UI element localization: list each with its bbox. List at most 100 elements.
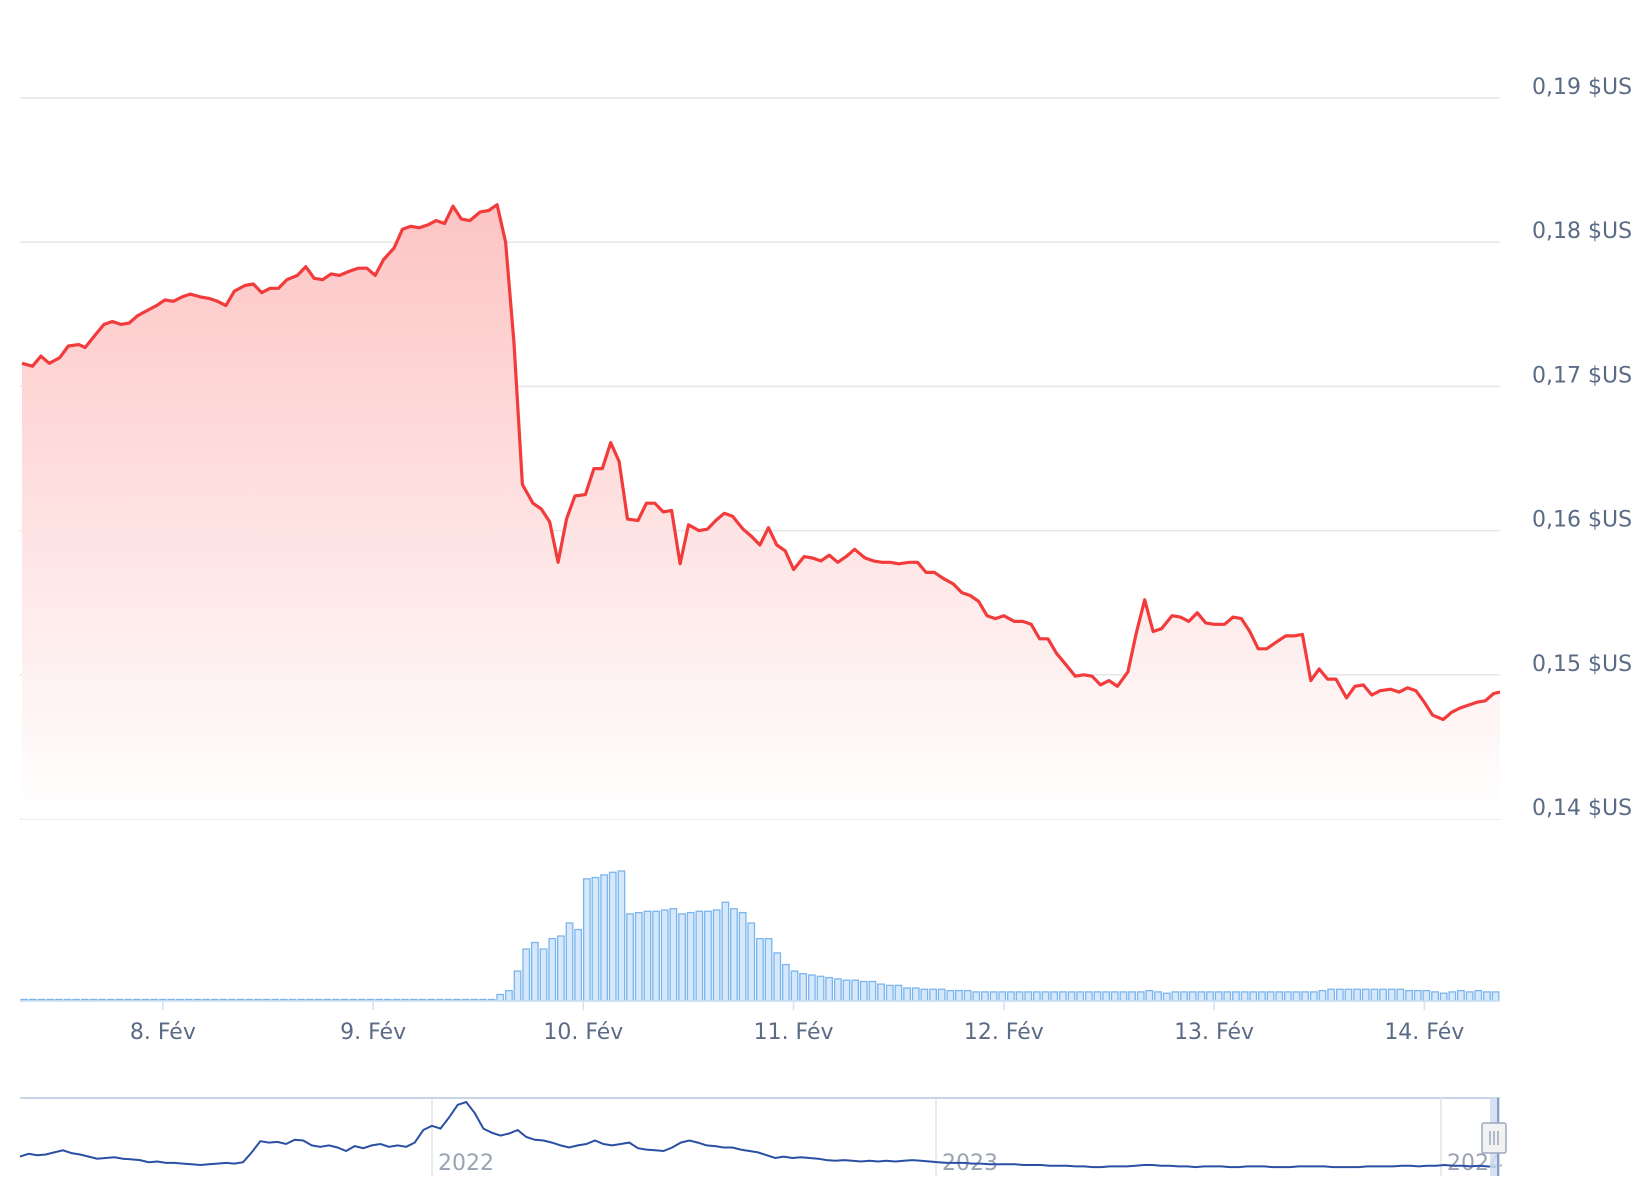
y-tick-label: 0,15 $US (1532, 652, 1632, 677)
volume-bar (556, 935, 565, 1002)
volume-bar (660, 909, 669, 1002)
volume-bar (704, 910, 712, 1002)
volume-bar (1007, 991, 1015, 1002)
volume-bar (1197, 991, 1206, 1002)
volume-bar (513, 970, 522, 1002)
volume-bar (1465, 991, 1474, 1002)
volume-bar (764, 937, 773, 1002)
price-area-fill (22, 204, 1500, 819)
y-tick-label: 0,18 $US (1532, 219, 1632, 244)
navigator-year-gridlines: 2022 2023 2024 (431, 1098, 1503, 1176)
volume-bar (1266, 991, 1275, 1002)
volume-bar (1491, 991, 1500, 1002)
volume-bar (582, 878, 591, 1002)
volume-bar (695, 910, 704, 1002)
volume-bar (981, 991, 989, 1002)
navigator-year-label: 2022 (438, 1151, 494, 1176)
volume-bar (946, 989, 955, 1002)
volume-bar (833, 978, 842, 1002)
volume-bar (652, 910, 660, 1002)
volume-bar (1301, 991, 1310, 1002)
x-tick-label: 12. Fév (964, 1020, 1044, 1045)
navigator-handle[interactable] (1481, 1122, 1507, 1154)
volume-bar (643, 910, 652, 1002)
volume-bar (1188, 991, 1197, 1002)
y-tick-label: 0,14 $US (1532, 796, 1632, 821)
volume-bar (868, 980, 877, 1002)
volume-bar (929, 988, 937, 1002)
volume-bar (989, 991, 998, 1002)
volume-bar (963, 989, 972, 1002)
volume-bar (686, 911, 695, 1002)
volume-bar (894, 984, 903, 1002)
volume-bar (1457, 989, 1465, 1002)
volume-bar (626, 913, 634, 1002)
volume-bar (617, 870, 626, 1002)
volume-bars (20, 870, 1500, 1002)
volume-bar (1387, 988, 1396, 1002)
volume-bar (825, 976, 834, 1002)
volume-bar (790, 970, 799, 1002)
navigator-series-line (19, 1100, 1497, 1169)
volume-bar (1327, 988, 1336, 1002)
volume-bar (591, 876, 600, 1002)
x-tick-label: 11. Fév (754, 1020, 834, 1045)
volume-bar (1335, 988, 1344, 1002)
navigator[interactable]: 2022 2023 2024 (19, 1097, 1507, 1176)
volume-bar (1162, 992, 1171, 1002)
volume-bar (1084, 991, 1093, 1002)
volume-bar (1240, 991, 1249, 1002)
volume-bar (851, 979, 860, 1002)
volume-bar (1032, 991, 1041, 1002)
volume-bar (1275, 991, 1284, 1002)
volume-bar (1128, 991, 1136, 1002)
volume-bar (678, 913, 686, 1002)
volume-bar (1370, 988, 1379, 1002)
x-tick-label: 14. Fév (1384, 1020, 1464, 1045)
volume-bar (1361, 988, 1370, 1002)
volume-bar (634, 911, 643, 1002)
volume-bar (1344, 988, 1353, 1002)
volume-bar (600, 874, 609, 1002)
volume-bar (496, 993, 505, 1002)
volume-bar (738, 911, 747, 1002)
volume-bar (972, 991, 981, 1002)
volume-bar (1119, 991, 1128, 1002)
volume-bar (747, 922, 756, 1002)
y-tick-label: 0,19 $US (1532, 75, 1632, 100)
volume-bar (1171, 991, 1180, 1002)
volume-bar (885, 984, 894, 1002)
volume-bar (1076, 991, 1085, 1002)
volume-bar (1283, 991, 1292, 1002)
volume-bar (1223, 991, 1232, 1002)
volume-bar (1214, 991, 1223, 1002)
volume-bar (937, 988, 946, 1002)
price-line (21, 203, 1501, 722)
volume-bar (1067, 991, 1076, 1002)
volume-bar (1249, 991, 1258, 1002)
volume-bar (1206, 991, 1214, 1002)
volume-bar (608, 871, 617, 1002)
volume-bar (756, 937, 764, 1002)
volume-bar (565, 922, 574, 1002)
volume-bar (911, 987, 920, 1002)
volume-bar (1145, 989, 1154, 1002)
volume-bar (1050, 991, 1059, 1002)
volume-bar (1422, 989, 1431, 1002)
volume-bar (669, 908, 678, 1002)
volume-bar (1258, 991, 1266, 1002)
volume-bar (1024, 991, 1033, 1002)
volume-bar (1379, 988, 1387, 1002)
volume-bar (1232, 991, 1240, 1002)
volume-bar (920, 988, 929, 1002)
volume-bar (781, 963, 790, 1002)
volume-bar (1093, 991, 1102, 1002)
volume-bar (730, 908, 738, 1002)
volume-bar (505, 989, 513, 1002)
volume-bar (816, 975, 825, 1002)
volume-bar (807, 974, 816, 1002)
volume-bar (859, 980, 868, 1002)
volume-bar (1318, 989, 1327, 1002)
y-tick-label: 0,16 $US (1532, 508, 1632, 533)
